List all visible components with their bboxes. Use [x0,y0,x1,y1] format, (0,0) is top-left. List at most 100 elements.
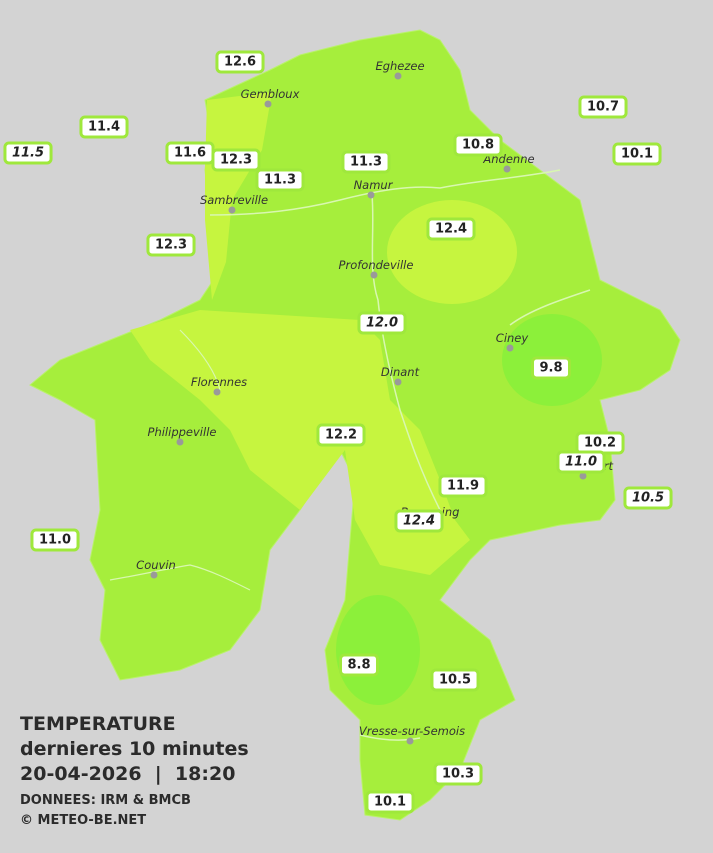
station-value: 10.1 [621,147,653,162]
station-value: 12.3 [220,153,252,168]
river [209,169,591,741]
station-box [612,142,662,166]
station-box [433,762,483,786]
river [109,329,251,591]
city-label: Gembloux [241,87,300,101]
station: 10.5 [430,668,480,692]
city-dot [394,72,402,80]
station: 12.4 [426,217,476,241]
warm-zone [205,92,272,300]
cool-zone [336,595,420,705]
cities: EghezeeGemblouxAndenneNamurSambrevillePr… [136,59,614,745]
station: 11.5 [3,141,53,165]
city-dot [503,165,511,173]
station: 9.8 [530,356,572,380]
station-box [623,486,673,510]
station-box [146,233,196,257]
station-value: 11.9 [447,479,479,494]
station: 11.6 [165,141,215,165]
station-value: 12.2 [325,428,357,443]
station-box [341,150,391,174]
station-value: 11.6 [174,146,206,161]
station-value: 8.8 [347,658,370,673]
station: 11.0 [30,528,80,552]
station: 12.6 [215,50,265,74]
station-value: 11.4 [88,120,120,135]
city-dot [264,100,272,108]
station-box [556,450,606,474]
station-value: 11.3 [264,173,296,188]
city-dot [150,571,158,579]
station-value: 12.0 [366,316,398,331]
station-box [578,95,628,119]
city-dot [394,378,402,386]
station-box [79,115,129,139]
station: 10.5 [623,486,673,510]
legend-title: TEMPERATURE [20,713,176,735]
station-value: 12.4 [403,514,435,529]
city-dot [367,191,375,199]
station-value: 9.8 [539,361,562,376]
station-value: 10.8 [462,138,494,153]
station-value: 11.0 [39,533,71,548]
station-value: 10.7 [587,100,619,115]
station-box [426,217,476,241]
legend: TEMPERATURE dernieres 10 minutes 20-04-2… [20,713,249,828]
station-box [3,141,53,165]
city-label: Couvin [136,558,176,572]
city-dot [370,271,378,279]
station-value: 12.6 [224,55,256,70]
station: 12.0 [357,311,407,335]
station: 12.3 [211,148,261,172]
legend-copyright: © METEO-BE.NET [20,813,146,828]
station-box [255,168,305,192]
station: 11.9 [438,474,488,498]
station-value: 10.5 [632,491,664,506]
station: 10.2 [575,431,625,455]
station-value: 10.3 [442,767,474,782]
city-label: Sambreville [200,193,268,207]
station-value: 11.0 [565,455,597,470]
station: 12.2 [316,423,366,447]
station: 12.4 [394,509,444,533]
city-label: Namur [354,178,394,192]
city-label: Ciney [496,331,529,345]
city-label: Dinant [381,365,420,379]
station-value: 10.2 [584,436,616,451]
station-box [316,423,366,447]
station-value: 10.1 [374,795,406,810]
station: 11.3 [255,168,305,192]
station: 11.0 [556,450,606,474]
station-value: 10.5 [439,673,471,688]
stations: 12.6 11.4 11.5 11.6 12.3 11.3 11.3 10.8 10.7 10.1… [3,50,673,814]
city-dot [506,344,514,352]
station-box [530,356,572,380]
city-dot [213,388,221,396]
station-value: 11.3 [350,155,382,170]
station-box [338,653,380,677]
station-box [357,311,407,335]
legend-subtitle: dernieres 10 minutes [20,738,249,760]
station-box [365,790,415,814]
station-box [430,668,480,692]
station: 11.4 [79,115,129,139]
station: 10.8 [453,133,503,157]
legend-source: DONNEES: IRM & BMCB [20,793,191,808]
station: 12.3 [146,233,196,257]
station: 8.8 [338,653,380,677]
city-dot [228,206,236,214]
city-label: Philippeville [148,425,217,439]
station-box [438,474,488,498]
station-box [453,133,503,157]
station-box [30,528,80,552]
city-label: Profondeville [339,258,414,272]
city-dot [176,438,184,446]
station: 11.3 [341,150,391,174]
station: 10.1 [365,790,415,814]
city-label: Eghezee [375,59,424,73]
city-label: Florennes [191,375,247,389]
station: 10.3 [433,762,483,786]
warm-zone [387,200,517,304]
city-dot [406,737,414,745]
